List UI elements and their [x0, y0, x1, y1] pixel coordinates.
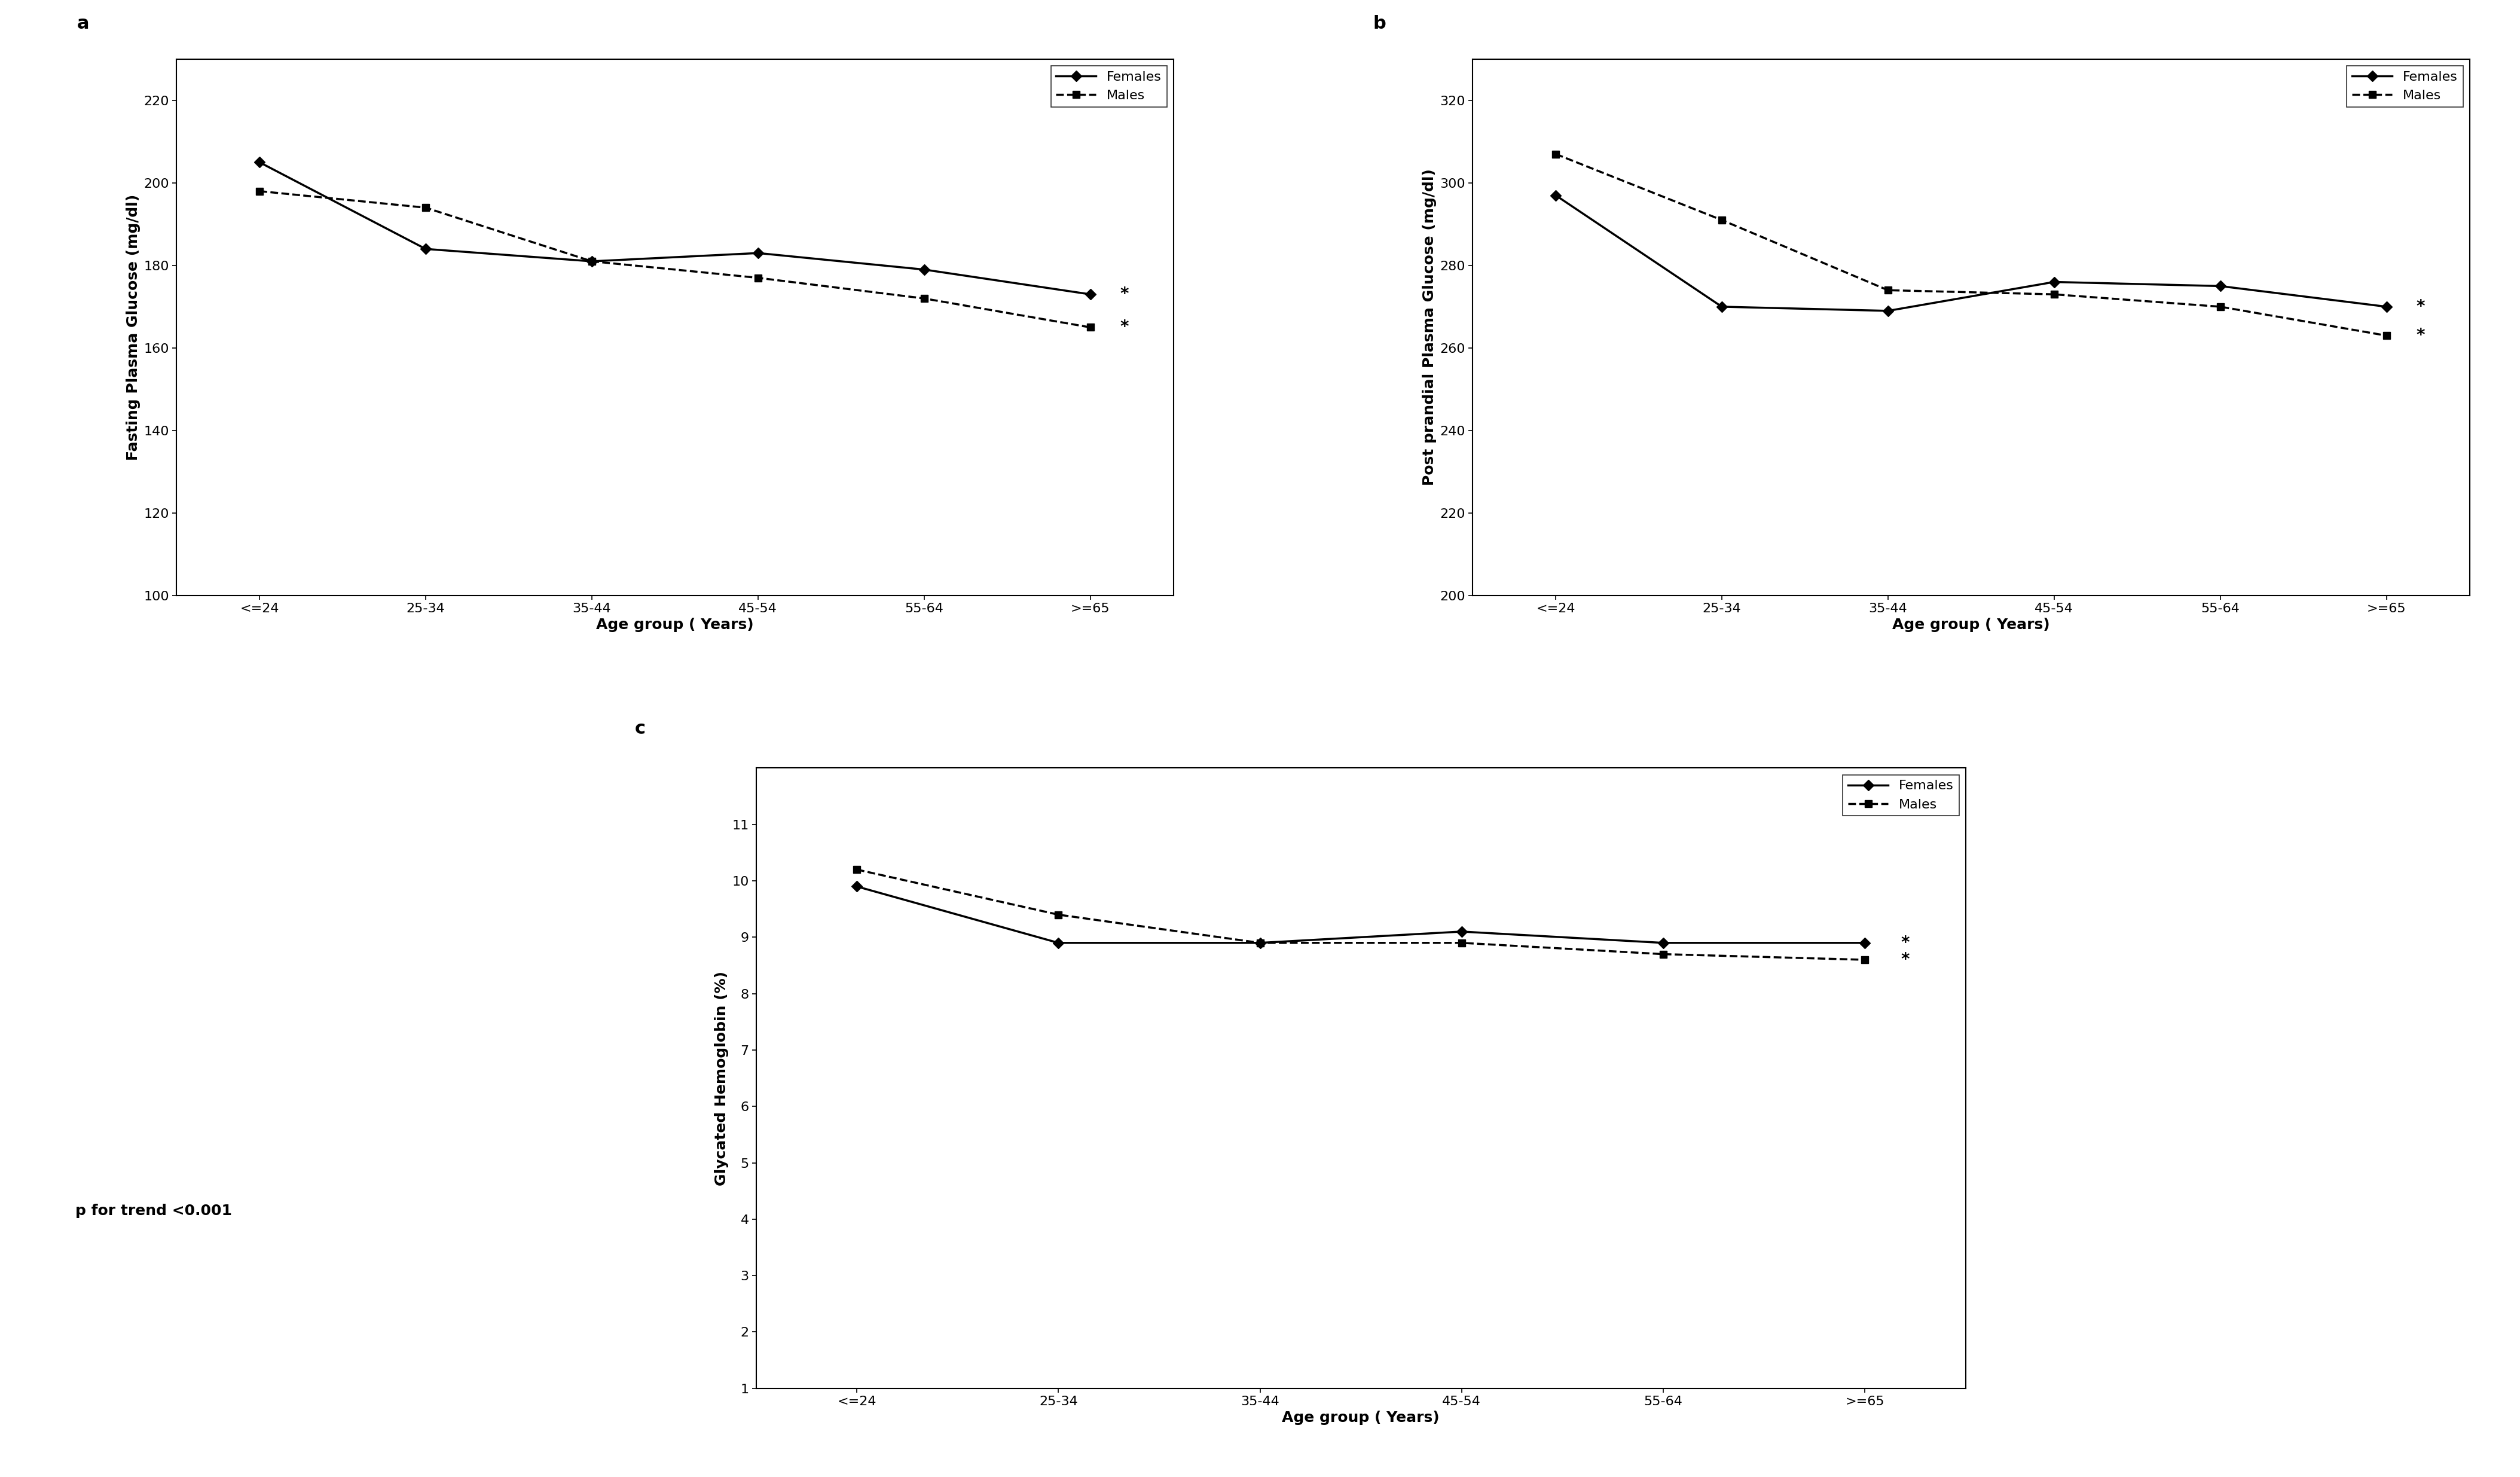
Text: a: a [76, 15, 88, 32]
Y-axis label: Glycated Hemoglobin (%): Glycated Hemoglobin (%) [713, 970, 728, 1186]
Text: *: * [2417, 298, 2424, 315]
Text: b: b [1373, 15, 1386, 32]
Y-axis label: Post prandial Plasma Glucose (mg/dl): Post prandial Plasma Glucose (mg/dl) [1421, 168, 1436, 486]
Text: c: c [635, 719, 645, 737]
Text: *: * [1900, 935, 1910, 951]
Y-axis label: Fasting Plasma Glucose (mg/dl): Fasting Plasma Glucose (mg/dl) [126, 195, 141, 461]
Text: *: * [1900, 951, 1910, 967]
Legend: Females, Males: Females, Males [1051, 65, 1167, 106]
Text: *: * [2417, 328, 2424, 344]
Text: *: * [1121, 319, 1129, 335]
X-axis label: Age group ( Years): Age group ( Years) [597, 617, 753, 632]
Legend: Females, Males: Females, Males [1842, 774, 1958, 815]
X-axis label: Age group ( Years): Age group ( Years) [1283, 1411, 1439, 1425]
Legend: Females, Males: Females, Males [2346, 65, 2462, 106]
Text: *: * [1121, 287, 1129, 303]
X-axis label: Age group ( Years): Age group ( Years) [1893, 617, 2049, 632]
Text: p for trend <0.001: p for trend <0.001 [76, 1204, 232, 1219]
